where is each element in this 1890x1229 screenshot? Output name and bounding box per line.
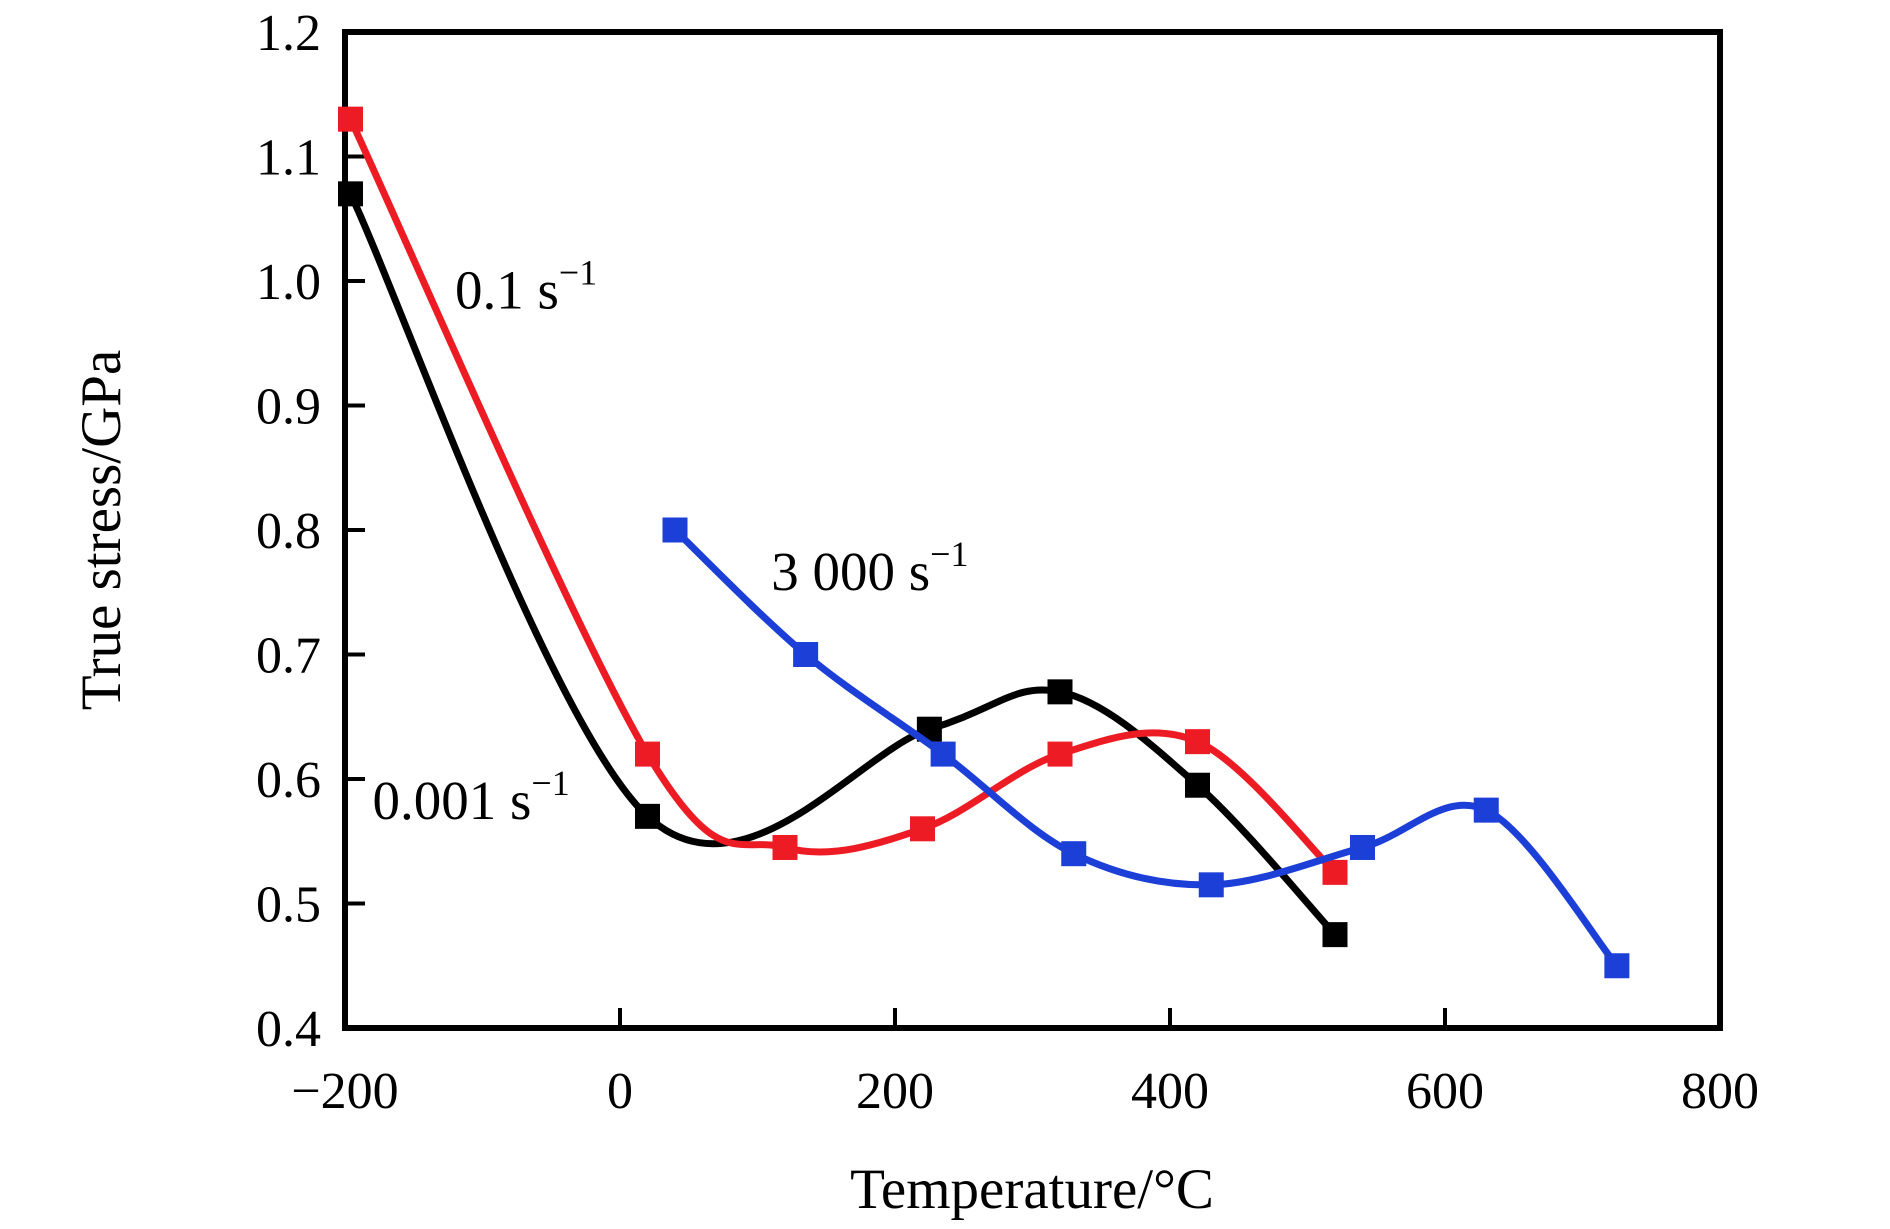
series-marker-0.1s⁻¹ [338,106,363,132]
x-tick-label: 0 [607,1063,633,1120]
y-tick-label: 0.6 [256,752,321,809]
x-tick-label: 600 [1406,1063,1484,1120]
y-tick-label: 0.7 [256,628,321,685]
y-tick-label: 0.4 [256,1001,321,1058]
y-axis-title: True stress/GPa [70,350,133,711]
x-tick-label: 800 [1681,1063,1759,1120]
series-marker-0.001s⁻¹ [635,803,660,829]
series-marker-3000s⁻¹ [1198,872,1224,898]
series-label: 0.001 s−1 [373,763,570,831]
series-marker-0.001s⁻¹ [1047,679,1073,705]
series-marker-0.001s⁻¹ [1185,772,1210,798]
y-tick-label: 1.2 [256,5,321,62]
plot-border [342,29,1723,1031]
series-marker-3000s⁻¹ [1604,953,1630,979]
series-label: 0.1 s−1 [455,252,597,320]
series-marker-3000s⁻¹ [662,517,688,543]
x-axis-title: Temperature/°C [850,1158,1214,1221]
series-marker-0.001s⁻¹ [1322,922,1348,948]
series-curve-0.1s⁻¹ [347,115,1339,876]
x-tick-label: 200 [856,1063,934,1120]
y-tick-label: 0.5 [256,877,321,934]
y-tick-label: 0.8 [256,503,321,560]
series-marker-3000s⁻¹ [930,741,956,767]
series-marker-3000s⁻¹ [1473,797,1499,823]
series-marker-0.1s⁻¹ [772,834,798,860]
y-tick-label: 1.0 [256,254,321,311]
series-marker-0.1s⁻¹ [1322,859,1348,885]
y-tick-label: 1.1 [256,130,321,187]
series-marker-3000s⁻¹ [1350,834,1375,860]
series-label: 3 000 s−1 [771,534,968,602]
x-tick-label: 400 [1131,1063,1209,1120]
x-tick-label: −200 [291,1063,398,1120]
series-marker-0.1s⁻¹ [635,741,660,767]
series-marker-3000s⁻¹ [1061,841,1087,867]
y-tick-label: 0.9 [256,379,321,436]
series-marker-3000s⁻¹ [793,642,819,667]
series-marker-0.1s⁻¹ [1185,729,1210,755]
series-marker-0.1s⁻¹ [1047,741,1073,767]
series-marker-0.001s⁻¹ [338,181,363,207]
series-marker-0.1s⁻¹ [910,816,935,842]
plot-layer: −200 0 200 400 600 800 0.4 0.5 0.6 0.7 0.8 0.9 1.0 1.… [256,5,1759,1120]
